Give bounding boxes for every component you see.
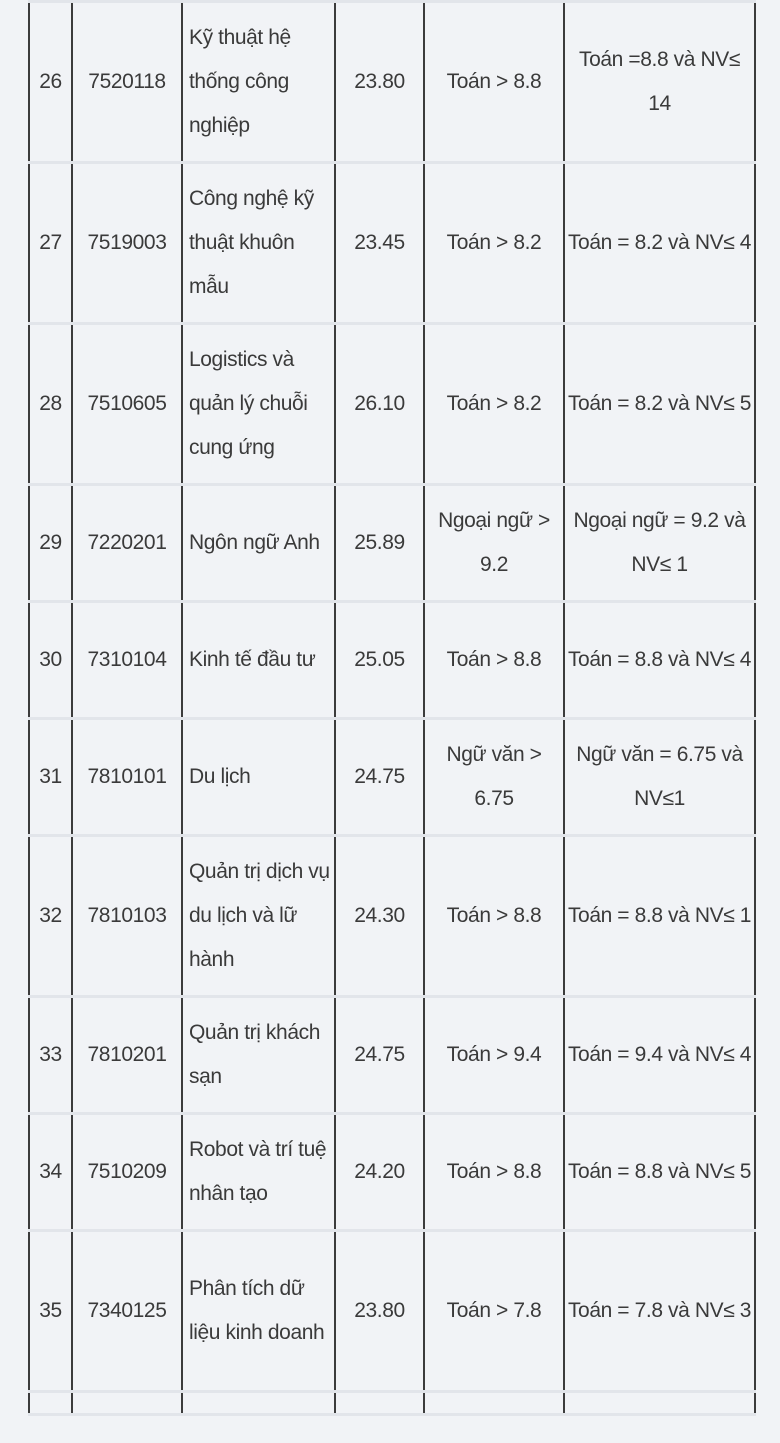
major-code: 7810103 [71, 834, 183, 998]
empty-cell [334, 1390, 425, 1416]
tiebreak-criteria-1: Toán > 8.8 [423, 0, 565, 164]
major-name: Du lịch [181, 717, 336, 837]
table-row: 31 7810101 Du lịch 24.75 Ngữ văn > 6.75 Ngữ v… [28, 717, 756, 837]
table-row: 29 7220201 Ngôn ngữ Anh 25.89 Ngoại ngữ > 9.… [28, 483, 756, 603]
major-name: Kinh tế đầu tư [181, 600, 336, 720]
cutoff-score: 24.30 [334, 834, 425, 998]
tiebreak-criteria-1: Ngoại ngữ > 9.2 [423, 483, 565, 603]
tiebreak-criteria-2: Toán = 8.2 và NV≤ 4 [563, 161, 756, 325]
major-code: 7810101 [71, 717, 183, 837]
cutoff-score: 23.80 [334, 1229, 425, 1393]
table-row: 35 7340125 Phân tích dữ liệu kinh doanh 23.… [28, 1229, 756, 1393]
row-number: 34 [28, 1112, 73, 1232]
tiebreak-criteria-2: Toán = 7.8 và NV≤ 3 [563, 1229, 756, 1393]
row-number: 29 [28, 483, 73, 603]
row-number: 32 [28, 834, 73, 998]
major-name: Kỹ thuật hệ thống công nghiệp [181, 0, 336, 164]
major-name: Quản trị dịch vụ du lịch và lữ hành [181, 834, 336, 998]
tiebreak-criteria-1: Toán > 9.4 [423, 995, 565, 1115]
row-number: 35 [28, 1229, 73, 1393]
empty-cell [181, 1390, 336, 1416]
tiebreak-criteria-2: Ngoại ngữ = 9.2 và NV≤ 1 [563, 483, 756, 603]
row-number: 33 [28, 995, 73, 1115]
table-row: 33 7810201 Quản trị khách sạn 24.75 Toán > 9… [28, 995, 756, 1115]
tiebreak-criteria-1: Toán > 8.2 [423, 161, 565, 325]
table-row: 27 7519003 Công nghệ kỹ thuật khuôn mẫu 23.… [28, 161, 756, 325]
tiebreak-criteria-1: Ngữ văn > 6.75 [423, 717, 565, 837]
major-code: 7510209 [71, 1112, 183, 1232]
tiebreak-criteria-2: Ngữ văn = 6.75 và NV≤1 [563, 717, 756, 837]
major-name: Quản trị khách sạn [181, 995, 336, 1115]
major-code: 7810201 [71, 995, 183, 1115]
empty-cell [563, 1390, 756, 1416]
cutoff-score: 24.75 [334, 717, 425, 837]
admission-scores-table: 26 7520118 Kỹ thuật hệ thống công nghiệp 23… [28, 0, 756, 1416]
row-number: 26 [28, 0, 73, 164]
tiebreak-criteria-1: Toán > 8.8 [423, 1112, 565, 1232]
major-code: 7520118 [71, 0, 183, 164]
major-name: Logistics và quản lý chuỗi cung ứng [181, 322, 336, 486]
table-row: 30 7310104 Kinh tế đầu tư 25.05 Toán > 8.8 To… [28, 600, 756, 720]
table-row-partial [28, 1390, 756, 1416]
table-row: 32 7810103 Quản trị dịch vụ du lịch và lữ … [28, 834, 756, 998]
table-row: 26 7520118 Kỹ thuật hệ thống công nghiệp 23… [28, 0, 756, 164]
tiebreak-criteria-2: Toán = 8.2 và NV≤ 5 [563, 322, 756, 486]
tiebreak-criteria-1: Toán > 8.8 [423, 600, 565, 720]
major-name: Công nghệ kỹ thuật khuôn mẫu [181, 161, 336, 325]
major-name: Ngôn ngữ Anh [181, 483, 336, 603]
major-name: Robot và trí tuệ nhân tạo [181, 1112, 336, 1232]
cutoff-score: 26.10 [334, 322, 425, 486]
empty-cell [423, 1390, 565, 1416]
tiebreak-criteria-2: Toán = 8.8 và NV≤ 5 [563, 1112, 756, 1232]
row-number: 27 [28, 161, 73, 325]
empty-cell [71, 1390, 183, 1416]
cutoff-score: 25.89 [334, 483, 425, 603]
row-number: 31 [28, 717, 73, 837]
cutoff-score: 25.05 [334, 600, 425, 720]
major-code: 7510605 [71, 322, 183, 486]
major-code: 7310104 [71, 600, 183, 720]
row-number: 30 [28, 600, 73, 720]
major-code: 7340125 [71, 1229, 183, 1393]
tiebreak-criteria-1: Toán > 7.8 [423, 1229, 565, 1393]
cutoff-score: 23.80 [334, 0, 425, 164]
table-row: 34 7510209 Robot và trí tuệ nhân tạo 24.20 T… [28, 1112, 756, 1232]
empty-cell [28, 1390, 73, 1416]
tiebreak-criteria-1: Toán > 8.2 [423, 322, 565, 486]
cutoff-score: 23.45 [334, 161, 425, 325]
major-name: Phân tích dữ liệu kinh doanh [181, 1229, 336, 1393]
row-number: 28 [28, 322, 73, 486]
table-row: 28 7510605 Logistics và quản lý chuỗi cung… [28, 322, 756, 486]
tiebreak-criteria-2: Toán = 8.8 và NV≤ 1 [563, 834, 756, 998]
tiebreak-criteria-1: Toán > 8.8 [423, 834, 565, 998]
tiebreak-criteria-2: Toán = 9.4 và NV≤ 4 [563, 995, 756, 1115]
tiebreak-criteria-2: Toán =8.8 và NV≤ 14 [563, 0, 756, 164]
major-code: 7220201 [71, 483, 183, 603]
cutoff-score: 24.20 [334, 1112, 425, 1232]
cutoff-score: 24.75 [334, 995, 425, 1115]
major-code: 7519003 [71, 161, 183, 325]
tiebreak-criteria-2: Toán = 8.8 và NV≤ 4 [563, 600, 756, 720]
